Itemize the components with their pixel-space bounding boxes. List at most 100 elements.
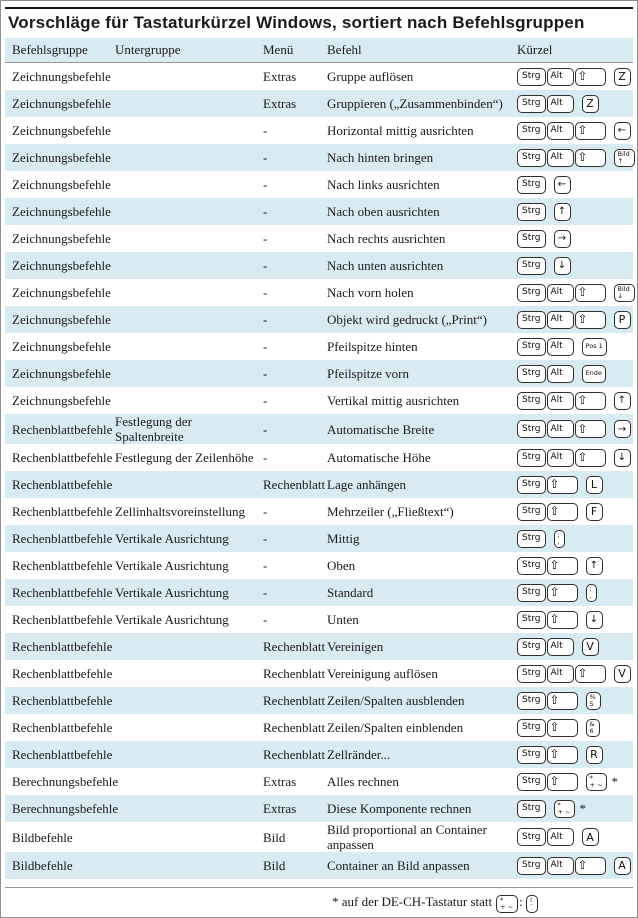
keycap-strg: Strg [517, 502, 546, 521]
keycap-strg: Strg [517, 229, 546, 248]
modifier-keys: Strg Alt [517, 637, 574, 656]
keycap-shift-icon: ⇧ [546, 691, 578, 710]
modifier-keys: Strg Alt ⇧ [517, 391, 606, 410]
table-row: Zeichnungsbefehle - Horizontal mittig au… [5, 117, 633, 144]
cell-menue: - [263, 585, 268, 601]
cell-befehlsgruppe: Rechenblattbefehle [12, 558, 113, 574]
modifier-keys: Strg Alt ⇧ [517, 664, 606, 683]
keycap-stack: * + ~ [496, 894, 519, 913]
cell-menue: Bild [263, 858, 286, 874]
cell-befehl: Standard [327, 585, 374, 601]
final-key: % 5 [585, 691, 601, 710]
arrow-key-icon: ↓ [585, 610, 603, 629]
cell-kuerzel: Strg → [517, 229, 633, 248]
modifier-keys: Strg ⇧ [517, 556, 578, 575]
keycap-strg: Strg [517, 391, 546, 410]
keycap-shift-icon: ⇧ [574, 448, 606, 467]
cell-befehl: Container an Bild anpassen [327, 858, 470, 874]
cell-befehlsgruppe: Zeichnungsbefehle [12, 150, 111, 166]
modifier-keys: Strg Alt ⇧ [517, 283, 606, 302]
cell-menue: - [263, 150, 268, 166]
cell-kuerzel: Strg ⇧ & 6 [517, 718, 633, 737]
cell-befehlsgruppe: Rechenblattbefehle [12, 693, 113, 709]
table-row: Bildbefehle Bild Container an Bild anpas… [5, 852, 635, 880]
arrow-key-icon: ↑ [585, 556, 603, 575]
cell-befehl: Vereinigen [327, 639, 384, 655]
cell-menue: - [263, 531, 268, 547]
modifier-keys: Strg Alt ⇧ [517, 448, 606, 467]
modifier-keys: Strg ⇧ [517, 772, 578, 791]
final-key: A [581, 828, 599, 847]
keycap-strg: Strg [517, 828, 546, 847]
cell-befehlsgruppe: Zeichnungsbefehle [12, 258, 111, 274]
cell-kuerzel: Strg ⇧ ↓ [517, 610, 633, 629]
keycap-alt: Alt [546, 364, 574, 383]
arrow-key-icon: → [553, 229, 571, 248]
keycap-shift-icon: ⇧ [574, 121, 606, 140]
modifier-keys: Strg [517, 799, 546, 818]
cell-kuerzel: Strg Alt ⇧ A [517, 856, 635, 875]
cell-menue: Rechenblatt [263, 639, 326, 655]
table-row: Zeichnungsbefehle - Nach oben ausrichten… [5, 198, 633, 226]
keycap-shift-icon: ⇧ [546, 610, 578, 629]
keycap-ende: Ende [581, 364, 606, 383]
cell-befehl: Automatische Breite [327, 421, 435, 437]
keycap-shift-icon: ⇧ [546, 718, 578, 737]
cell-kuerzel: Strg Alt ⇧ ↓ [517, 448, 635, 467]
table-row: Rechenblattbefehle Vertikale Ausrichtung… [5, 552, 633, 579]
final-key: ↓ [585, 610, 603, 629]
footnote-separator: : [519, 893, 523, 909]
cell-befehl: Nach hinten bringen [327, 150, 434, 166]
final-key: Z [613, 67, 631, 86]
cell-befehl: Gruppieren („Zusammenbinden“) [327, 96, 503, 112]
keycap-stack: * + ~ [585, 772, 608, 791]
modifier-keys: Strg [517, 529, 546, 548]
keycap-shift-icon: ⇧ [546, 745, 578, 764]
modifier-keys: Strg Alt ⇧ [517, 310, 606, 329]
keycap-alt: Alt [546, 337, 574, 356]
keycap-alt: Alt [546, 448, 574, 467]
keycap-alt: Alt [546, 148, 574, 167]
final-key: ← [553, 175, 571, 194]
keycap-alt: Alt [546, 828, 574, 847]
cell-untergruppe: Festlegung der Zeilenhöhe [115, 450, 254, 466]
cell-menue: - [263, 285, 268, 301]
cell-kuerzel: Strg Alt ⇧ Bild ↑ [517, 148, 637, 167]
final-key: ← [613, 121, 631, 140]
cell-untergruppe: Vertikale Ausrichtung [115, 585, 229, 601]
final-key: Bild ↓ [613, 283, 635, 302]
cell-menue: - [263, 612, 268, 628]
cell-befehl: Gruppe auflösen [327, 69, 414, 85]
final-key: P [613, 310, 631, 329]
keycap-l: L [585, 475, 603, 494]
cell-befehlsgruppe: Zeichnungsbefehle [12, 69, 111, 85]
keycap-stack: * + ~ [553, 799, 576, 818]
cell-befehlsgruppe: Berechnungsbefehle [12, 774, 119, 790]
cell-befehl: Nach rechts ausrichten [327, 231, 446, 247]
cell-kuerzel: Strg Alt ⇧ ↑ [517, 391, 635, 410]
column-header-befehl: Befehl [327, 42, 362, 58]
column-header-befehlsgruppe: Befehlsgruppe [12, 42, 88, 58]
table-row: Zeichnungsbefehle - Nach vorn holen Strg… [5, 279, 635, 306]
keycap-strg: Strg [517, 67, 546, 86]
cell-menue: Extras [263, 801, 297, 817]
final-key: V [581, 637, 599, 656]
cell-befehl: Nach links ausrichten [327, 177, 440, 193]
arrow-key-icon: ↓ [553, 256, 571, 275]
cell-kuerzel: Strg Alt Z [517, 94, 633, 113]
cell-menue: - [263, 450, 268, 466]
keycap-strg: Strg [517, 448, 546, 467]
cell-befehlsgruppe: Rechenblattbefehle [12, 747, 113, 763]
cell-befehl: Mittig [327, 531, 360, 547]
final-key: F [585, 502, 603, 521]
column-header-kuerzel: Kürzel [517, 42, 553, 58]
cell-kuerzel: Strg ⇧ * + ~ * [517, 772, 633, 791]
page-title: Vorschläge für Tastaturkürzel Windows, s… [8, 13, 585, 32]
keycap-strg: Strg [517, 420, 546, 439]
table-row: Zeichnungsbefehle - Objekt wird gedruckt… [5, 306, 633, 334]
table-row: Rechenblattbefehle Vertikale Ausrichtung… [5, 606, 633, 633]
cell-kuerzel: Strg ⇧ F [517, 502, 633, 521]
modifier-keys: Strg ⇧ [517, 475, 578, 494]
cell-befehl: Nach oben ausrichten [327, 204, 440, 220]
